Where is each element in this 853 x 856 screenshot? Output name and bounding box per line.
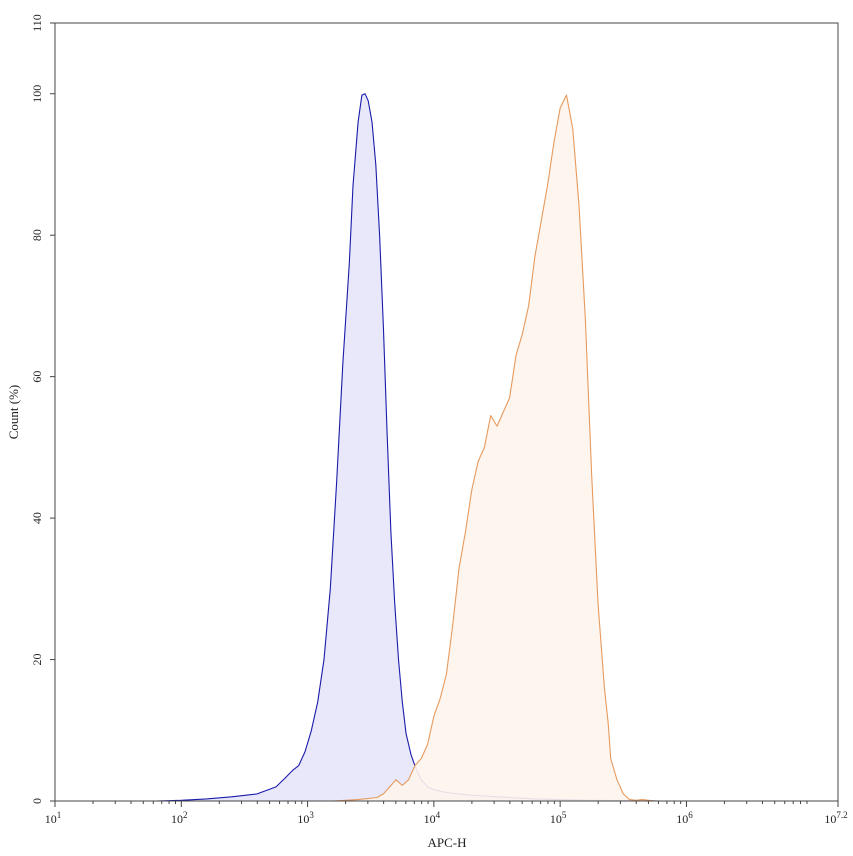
x-tick-label: 106: [676, 810, 693, 826]
x-tick-label: 107.2: [824, 810, 847, 826]
x-tick-label: 104: [424, 810, 441, 826]
y-tick-label: 60: [30, 371, 44, 383]
y-tick-label: 80: [30, 229, 44, 241]
x-tick-label: 105: [550, 810, 567, 826]
x-tick-label: 103: [297, 810, 314, 826]
series-1-area: [99, 93, 687, 801]
y-axis-label: Count (%): [6, 385, 21, 440]
y-tick-label: 0: [30, 798, 44, 804]
y-axis: 0 20 40 60 80 100 110: [30, 14, 55, 804]
x-tick-label: 101: [45, 810, 62, 826]
y-tick-label: 110: [30, 14, 44, 32]
y-tick-label: 100: [30, 85, 44, 103]
y-tick-label: 40: [30, 512, 44, 524]
series-layer: [99, 93, 763, 802]
x-axis: 101 102 103 104 105 106 107.2: [45, 801, 848, 826]
series-2-area: [332, 95, 763, 802]
x-tick-label: 102: [171, 810, 188, 826]
plot-frame: [54, 22, 839, 802]
y-tick-label: 20: [30, 654, 44, 666]
x-axis-label: APC-H: [427, 835, 466, 850]
